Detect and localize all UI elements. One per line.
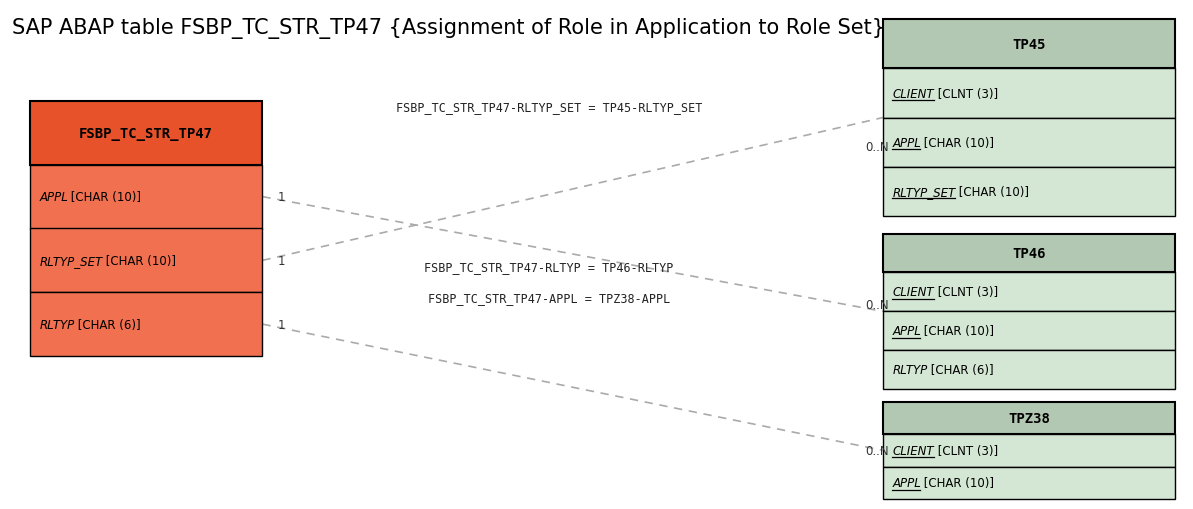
Bar <box>883 434 1175 467</box>
Text: 1: 1 <box>278 254 285 267</box>
Bar <box>883 467 1175 499</box>
Text: 0..N: 0..N <box>865 444 889 457</box>
Text: [CHAR (10)]: [CHAR (10)] <box>920 476 994 489</box>
Text: RLTYP: RLTYP <box>892 363 928 377</box>
Bar <box>30 102 262 165</box>
Text: CLIENT: CLIENT <box>892 286 934 299</box>
Text: [CHAR (10)]: [CHAR (10)] <box>920 325 994 337</box>
Text: RLTYP_SET: RLTYP_SET <box>892 185 956 199</box>
Text: APPL: APPL <box>39 191 68 204</box>
Bar <box>883 273 1175 312</box>
Bar <box>883 119 1175 167</box>
Bar <box>883 69 1175 118</box>
Bar <box>883 312 1175 351</box>
Bar <box>883 234 1175 273</box>
Text: [CHAR (6)]: [CHAR (6)] <box>927 363 994 377</box>
Text: FSBP_TC_STR_TP47: FSBP_TC_STR_TP47 <box>79 127 214 140</box>
Text: CLIENT: CLIENT <box>892 88 934 100</box>
Text: APPL: APPL <box>892 136 921 149</box>
Text: [CHAR (10)]: [CHAR (10)] <box>101 254 175 267</box>
Text: FSBP_TC_STR_TP47-APPL = TPZ38-APPL: FSBP_TC_STR_TP47-APPL = TPZ38-APPL <box>427 291 670 304</box>
Bar <box>883 402 1175 434</box>
Bar <box>883 167 1175 216</box>
Text: [CLNT (3)]: [CLNT (3)] <box>934 444 999 457</box>
Bar <box>30 293 262 356</box>
Bar <box>30 165 262 229</box>
Text: [CLNT (3)]: [CLNT (3)] <box>934 88 999 100</box>
Text: 1: 1 <box>278 318 285 331</box>
Text: 0..N: 0..N <box>865 141 889 154</box>
Text: CLIENT: CLIENT <box>892 444 934 457</box>
Text: [CHAR (10)]: [CHAR (10)] <box>954 185 1028 199</box>
Text: RLTYP: RLTYP <box>39 318 75 331</box>
Text: [CLNT (3)]: [CLNT (3)] <box>934 286 999 299</box>
Text: 0..N: 0..N <box>865 299 889 312</box>
Text: TP46: TP46 <box>1012 246 1046 261</box>
Text: APPL: APPL <box>892 476 921 489</box>
Bar <box>30 229 262 293</box>
Text: [CHAR (10)]: [CHAR (10)] <box>920 136 994 149</box>
Text: TPZ38: TPZ38 <box>1008 411 1050 425</box>
Text: RLTYP_SET: RLTYP_SET <box>39 254 103 267</box>
Text: [CHAR (10)]: [CHAR (10)] <box>67 191 141 204</box>
Text: SAP ABAP table FSBP_TC_STR_TP47 {Assignment of Role in Application to Role Set}: SAP ABAP table FSBP_TC_STR_TP47 {Assignm… <box>12 18 885 39</box>
Text: [CHAR (6)]: [CHAR (6)] <box>74 318 141 331</box>
Bar <box>883 351 1175 389</box>
Text: TP45: TP45 <box>1012 38 1046 52</box>
Bar <box>883 20 1175 69</box>
Text: APPL: APPL <box>892 325 921 337</box>
Text: FSBP_TC_STR_TP47-RLTYP = TP46-RLTYP: FSBP_TC_STR_TP47-RLTYP = TP46-RLTYP <box>424 261 674 274</box>
Text: FSBP_TC_STR_TP47-RLTYP_SET = TP45-RLTYP_SET: FSBP_TC_STR_TP47-RLTYP_SET = TP45-RLTYP_… <box>396 100 701 114</box>
Text: 1: 1 <box>278 191 285 204</box>
